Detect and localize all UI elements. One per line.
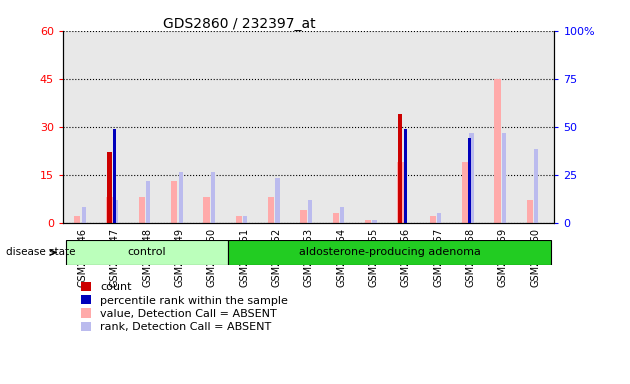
Bar <box>275 178 280 223</box>
Bar <box>81 207 86 223</box>
Bar <box>178 172 183 223</box>
Bar <box>108 152 112 223</box>
Legend: count, percentile rank within the sample, value, Detection Call = ABSENT, rank, : count, percentile rank within the sample… <box>81 282 288 332</box>
Bar <box>268 197 274 223</box>
Bar <box>236 216 242 223</box>
Bar <box>113 129 115 223</box>
Bar <box>398 162 404 223</box>
Text: control: control <box>128 247 166 258</box>
Bar <box>398 114 403 223</box>
Text: GDS2860 / 232397_at: GDS2860 / 232397_at <box>163 17 316 31</box>
Bar <box>301 210 307 223</box>
Bar <box>372 220 377 223</box>
Bar <box>211 172 215 223</box>
Bar <box>308 200 312 223</box>
Bar <box>74 216 81 223</box>
Bar <box>139 197 145 223</box>
Bar <box>114 200 118 223</box>
Bar <box>534 149 538 223</box>
Text: disease state: disease state <box>6 247 76 257</box>
Bar <box>203 197 210 223</box>
Bar <box>365 220 371 223</box>
Bar <box>340 207 344 223</box>
Bar <box>469 133 474 223</box>
Bar <box>527 200 533 223</box>
Bar <box>171 181 178 223</box>
Bar <box>106 197 113 223</box>
Bar <box>502 133 506 223</box>
Bar <box>437 213 441 223</box>
Bar <box>66 240 228 265</box>
Bar <box>404 129 406 223</box>
Bar <box>243 216 247 223</box>
Text: aldosterone-producing adenoma: aldosterone-producing adenoma <box>299 247 481 258</box>
Bar <box>462 162 468 223</box>
Bar <box>468 138 471 223</box>
Bar <box>228 240 551 265</box>
Bar <box>430 216 436 223</box>
Bar <box>495 79 501 223</box>
Bar <box>146 181 151 223</box>
Bar <box>333 213 339 223</box>
